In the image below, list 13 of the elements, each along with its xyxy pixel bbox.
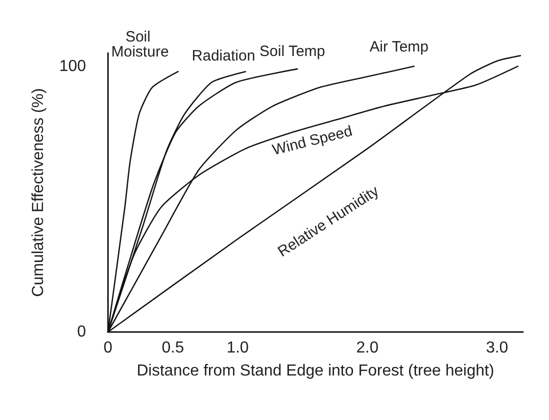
x-tick-label: 0	[104, 340, 113, 356]
x-axis-title: Distance from Stand Edge into Forest (tree height)	[136, 362, 494, 380]
series-label: Air Temp	[370, 38, 429, 56]
y-tick-label: 100	[59, 58, 86, 75]
x-tick-label: 3.0	[486, 340, 508, 356]
x-tick-label: 1.0	[226, 340, 249, 356]
text: Wind Speed	[270, 122, 354, 159]
series-label: Radiation	[192, 48, 256, 65]
y-axis-title: Cumulative Effectiveness (%)	[30, 88, 47, 297]
x-tick-label: 0.5	[162, 340, 184, 356]
series-label: Soil Temp	[260, 42, 326, 60]
x-tick-label: 2.0	[356, 340, 379, 356]
series-label: Soil Moisture	[111, 28, 169, 61]
